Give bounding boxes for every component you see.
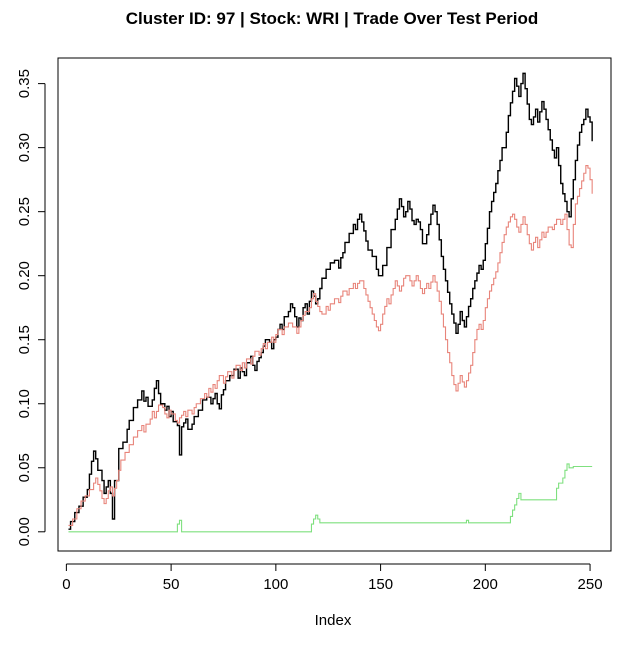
y-tick-label: 0.05 <box>16 453 33 482</box>
x-axis: 0 50 100 150 200 250 <box>62 563 603 593</box>
y-axis: 0.00 0.05 0.10 0.15 0.20 0.25 0.30 0.35 <box>16 69 46 546</box>
series-black-line <box>68 72 593 530</box>
y-tick-label: 0.20 <box>16 261 33 290</box>
x-axis-label: Index <box>315 612 352 629</box>
y-tick-label: 0.00 <box>16 517 33 546</box>
x-tick-label: 150 <box>368 576 393 593</box>
y-tick-label: 0.10 <box>16 389 33 418</box>
y-tick-label: 0.35 <box>16 69 33 98</box>
plot-frame <box>57 57 612 552</box>
series-green-line <box>68 463 593 533</box>
y-tick-label: 0.25 <box>16 197 33 226</box>
series-layer <box>68 72 593 533</box>
chart-title: Cluster ID: 97 | Stock: WRI | Trade Over… <box>126 9 539 28</box>
x-tick-label: 200 <box>473 576 498 593</box>
y-tick-label: 0.15 <box>16 325 33 354</box>
y-tick-label: 0.30 <box>16 133 33 162</box>
series-red-line <box>68 165 593 526</box>
x-tick-label: 250 <box>578 576 603 593</box>
x-tick-label: 0 <box>62 576 70 593</box>
x-tick-label: 50 <box>163 576 180 593</box>
x-tick-label: 100 <box>263 576 288 593</box>
